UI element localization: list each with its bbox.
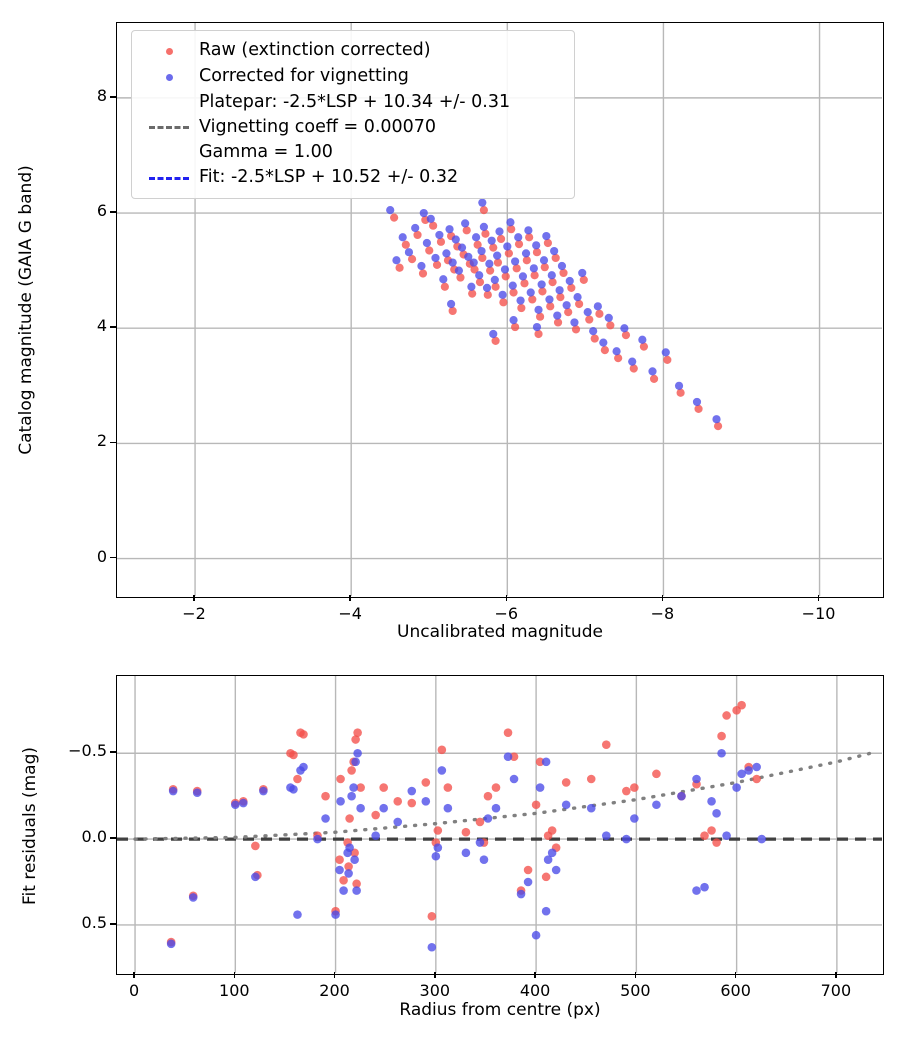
legend-key-raw-dot	[141, 38, 197, 64]
x-tick-mark	[634, 972, 637, 978]
x-tick-label: 600	[720, 981, 751, 1000]
x-tick-mark	[233, 972, 236, 978]
y-tick-mark	[110, 751, 116, 754]
y-tick-mark	[110, 923, 116, 925]
y-tick-label: 0.0	[81, 827, 107, 847]
y-tick-mark	[110, 837, 116, 839]
legend-label-platepar: Platepar: -2.5*LSP + 10.34 +/- 0.31 Vign…	[199, 92, 511, 162]
x-tick-mark	[349, 595, 351, 601]
x-tick-mark	[534, 972, 536, 978]
x-tick-label: 100	[219, 981, 250, 1000]
legend-label-fit: Fit: -2.5*LSP + 10.52 +/- 0.32	[199, 167, 459, 187]
y-tick-mark	[110, 441, 116, 444]
y-tick-mark	[110, 96, 116, 98]
legend-key-corrected-dot	[141, 64, 197, 90]
y-tick-label: 6	[96, 201, 107, 221]
y-tick-label: 2	[96, 431, 107, 451]
x-tick-label: 200	[319, 981, 350, 1000]
y-tick-label: 8	[96, 85, 107, 105]
legend-entry-raw: Raw (extinction corrected)	[141, 38, 564, 64]
legend-key-fit-dash	[141, 165, 197, 191]
x-tick-label: −8	[650, 604, 675, 623]
x-tick-label: 500	[620, 981, 651, 1000]
legend-entry-corrected: Corrected for vignetting	[141, 64, 564, 90]
legend-entry-fit: Fit: -2.5*LSP + 10.52 +/- 0.32	[141, 165, 564, 191]
x-tick-mark	[835, 972, 837, 978]
legend: Raw (extinction corrected) Corrected for…	[131, 30, 575, 199]
y-tick-mark	[110, 326, 116, 328]
x-tick-mark	[505, 595, 508, 601]
x-tick-mark	[661, 595, 664, 601]
y-tick-mark	[110, 556, 116, 559]
legend-key-platepar-dash	[141, 90, 197, 165]
x-tick-label: −2	[182, 604, 206, 623]
bottom-x-axis-label: Radius from centre (px)	[399, 1000, 601, 1020]
x-tick-label: −10	[801, 604, 836, 623]
legend-entry-platepar: Platepar: -2.5*LSP + 10.34 +/- 0.31 Vign…	[141, 90, 564, 165]
legend-label-corrected: Corrected for vignetting	[199, 66, 409, 86]
legend-label-raw: Raw (extinction corrected)	[199, 40, 431, 60]
y-tick-label: 0	[96, 546, 107, 566]
x-tick-mark	[133, 972, 135, 978]
y-tick-mark	[110, 211, 116, 213]
x-tick-mark	[734, 972, 737, 978]
x-tick-mark	[817, 595, 820, 601]
top-y-axis-label: Catalog magnitude (GAIA G band)	[16, 165, 36, 455]
x-tick-mark	[333, 972, 336, 978]
x-tick-mark	[434, 972, 436, 978]
x-tick-label: −6	[494, 604, 519, 623]
bottom-y-axis-label: Fit residuals (mag)	[20, 747, 40, 905]
fit-residuals-canvas	[117, 676, 882, 973]
top-x-axis-label: Uncalibrated magnitude	[397, 622, 603, 642]
x-tick-mark	[193, 595, 195, 601]
x-tick-label: 0	[128, 981, 140, 1000]
fit-residuals-plot	[116, 675, 884, 975]
y-tick-label: −0.5	[68, 741, 107, 761]
x-tick-label: −4	[338, 604, 362, 623]
y-tick-label: 0.5	[81, 912, 107, 932]
x-tick-label: 400	[519, 981, 551, 1000]
x-tick-label: 300	[419, 981, 451, 1000]
y-tick-label: 4	[96, 316, 107, 336]
x-tick-label: 700	[820, 981, 852, 1000]
